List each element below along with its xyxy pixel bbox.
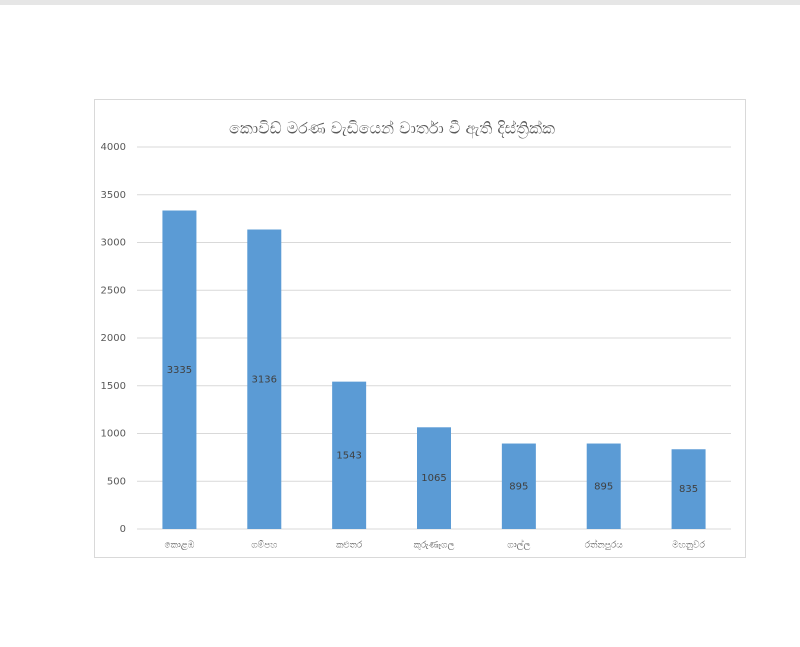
bar	[332, 381, 367, 529]
bar	[586, 443, 621, 529]
data-label: 3335	[167, 365, 192, 376]
x-tick-label: කුරුණෑගල	[414, 541, 455, 551]
y-tick-label: 3500	[101, 190, 126, 201]
y-tick-label: 2500	[101, 285, 126, 296]
y-tick-label: 4000	[101, 142, 126, 153]
bar	[671, 449, 706, 529]
bar	[247, 229, 282, 529]
x-tick-label: රත්නපුරය	[585, 539, 624, 550]
top-bar	[0, 0, 800, 5]
data-label: 895	[594, 481, 613, 492]
bar	[501, 443, 536, 529]
y-tick-label: 1500	[101, 381, 126, 392]
bar	[417, 427, 451, 529]
x-tick-label: කොළඹ	[164, 541, 194, 551]
y-tick-label: 1000	[101, 429, 126, 440]
data-label: 895	[509, 481, 528, 492]
data-label: 835	[679, 484, 698, 495]
data-label: 1543	[336, 450, 361, 461]
x-tick-label: ගාල්ල	[507, 539, 530, 550]
data-label: 3136	[252, 374, 277, 385]
y-tick-label: 2000	[101, 333, 126, 344]
x-tick-label: මහනුවර	[672, 541, 705, 551]
bar	[162, 210, 197, 529]
chart-title: කොවිඩ් මරණ වැඩියෙන් වාර්තා වී ඇති දිස්ත්…	[229, 119, 555, 139]
data-label: 1065	[421, 473, 446, 484]
y-tick-label: 0	[120, 524, 126, 535]
y-tick-label: 500	[107, 476, 126, 487]
x-tick-label: ගම්පහ	[251, 540, 277, 551]
x-tick-label: කළුතර	[336, 541, 363, 551]
y-tick-label: 3000	[101, 238, 126, 249]
